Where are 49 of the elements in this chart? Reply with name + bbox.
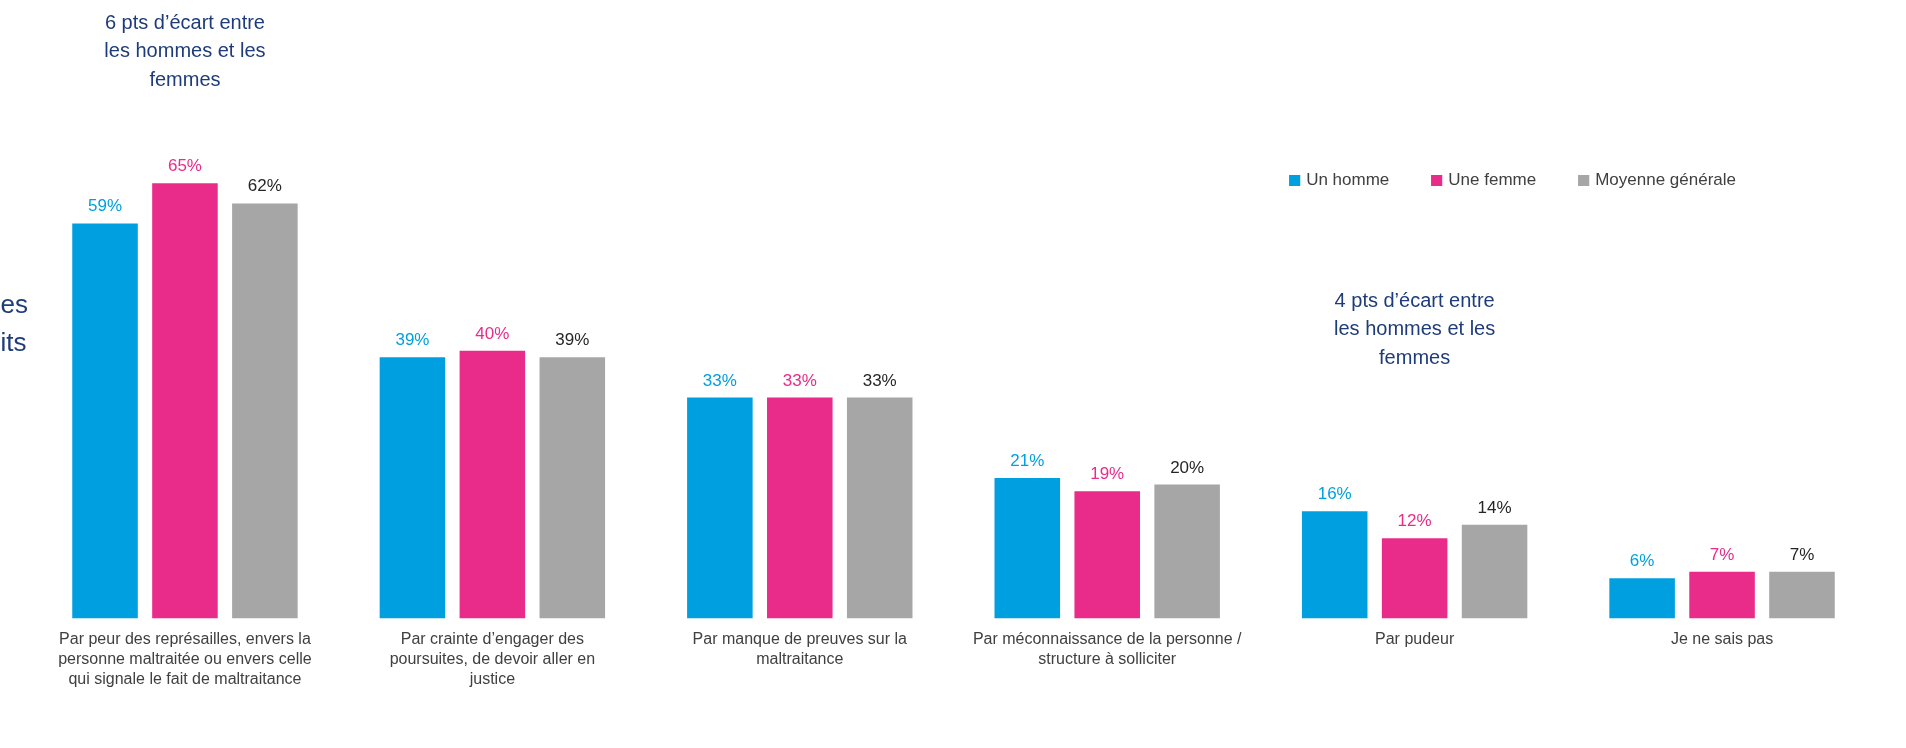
data-label: 20% [1170,457,1205,477]
data-label: 12% [1397,511,1432,531]
legend-label: Une femme [1448,170,1537,190]
data-label: 7% [1709,544,1735,564]
x-tick-label: Par peur des représailles, envers la personne maltraitée ou envers celle qui signale le fait de maltraitance [58,629,312,688]
bar [1154,484,1220,619]
bar [1689,571,1755,619]
bar [994,477,1061,619]
bar [1769,571,1835,619]
bar [459,350,526,619]
text: 6 pts d’écart entre les hommes et les femmes [104,10,266,90]
bar [1609,578,1675,619]
data-label: 33% [862,370,897,390]
data-label: 39% [555,330,590,350]
bar [1461,524,1528,619]
x-tick-label: Je ne sais pas [1670,629,1774,647]
data-label: 62% [247,176,282,196]
text: es [0,288,28,319]
legend-label: Un homme [1306,170,1390,190]
data-label: 33% [782,370,817,390]
x-tick-label: Par méconnaissance de la personne / structure à solliciter [972,629,1243,667]
x-tick-label: Par manque de preuves sur la maltraitance [692,629,908,667]
data-label: 40% [475,323,510,343]
data-label: 6% [1629,551,1655,571]
data-label: 16% [1317,484,1352,504]
legend-label: Moyenne générale [1595,170,1736,190]
bar [232,203,298,619]
bar [1301,511,1368,619]
bar [539,357,606,619]
bar [379,357,446,619]
data-label: 7% [1789,544,1815,564]
data-label: 21% [1010,450,1045,470]
x-tick-label: Par crainte d’engager des poursuites, de devoir aller en justice [389,629,596,688]
text: its [0,326,27,357]
bar [1381,538,1448,619]
bar [846,397,913,619]
data-label: 19% [1090,464,1125,484]
annotation: 4 pts d’écart entre les hommes et les femmes [1334,288,1496,368]
data-label: 14% [1477,497,1512,517]
data-label: 59% [88,196,123,216]
data-label: 39% [395,330,430,350]
bar [72,223,138,619]
data-label: 33% [702,370,737,390]
bar [767,397,833,619]
bar [152,183,218,619]
x-tick-label: Par pudeur [1375,629,1455,647]
data-label: 65% [167,156,202,176]
bar [1074,491,1140,619]
bar [687,397,753,619]
